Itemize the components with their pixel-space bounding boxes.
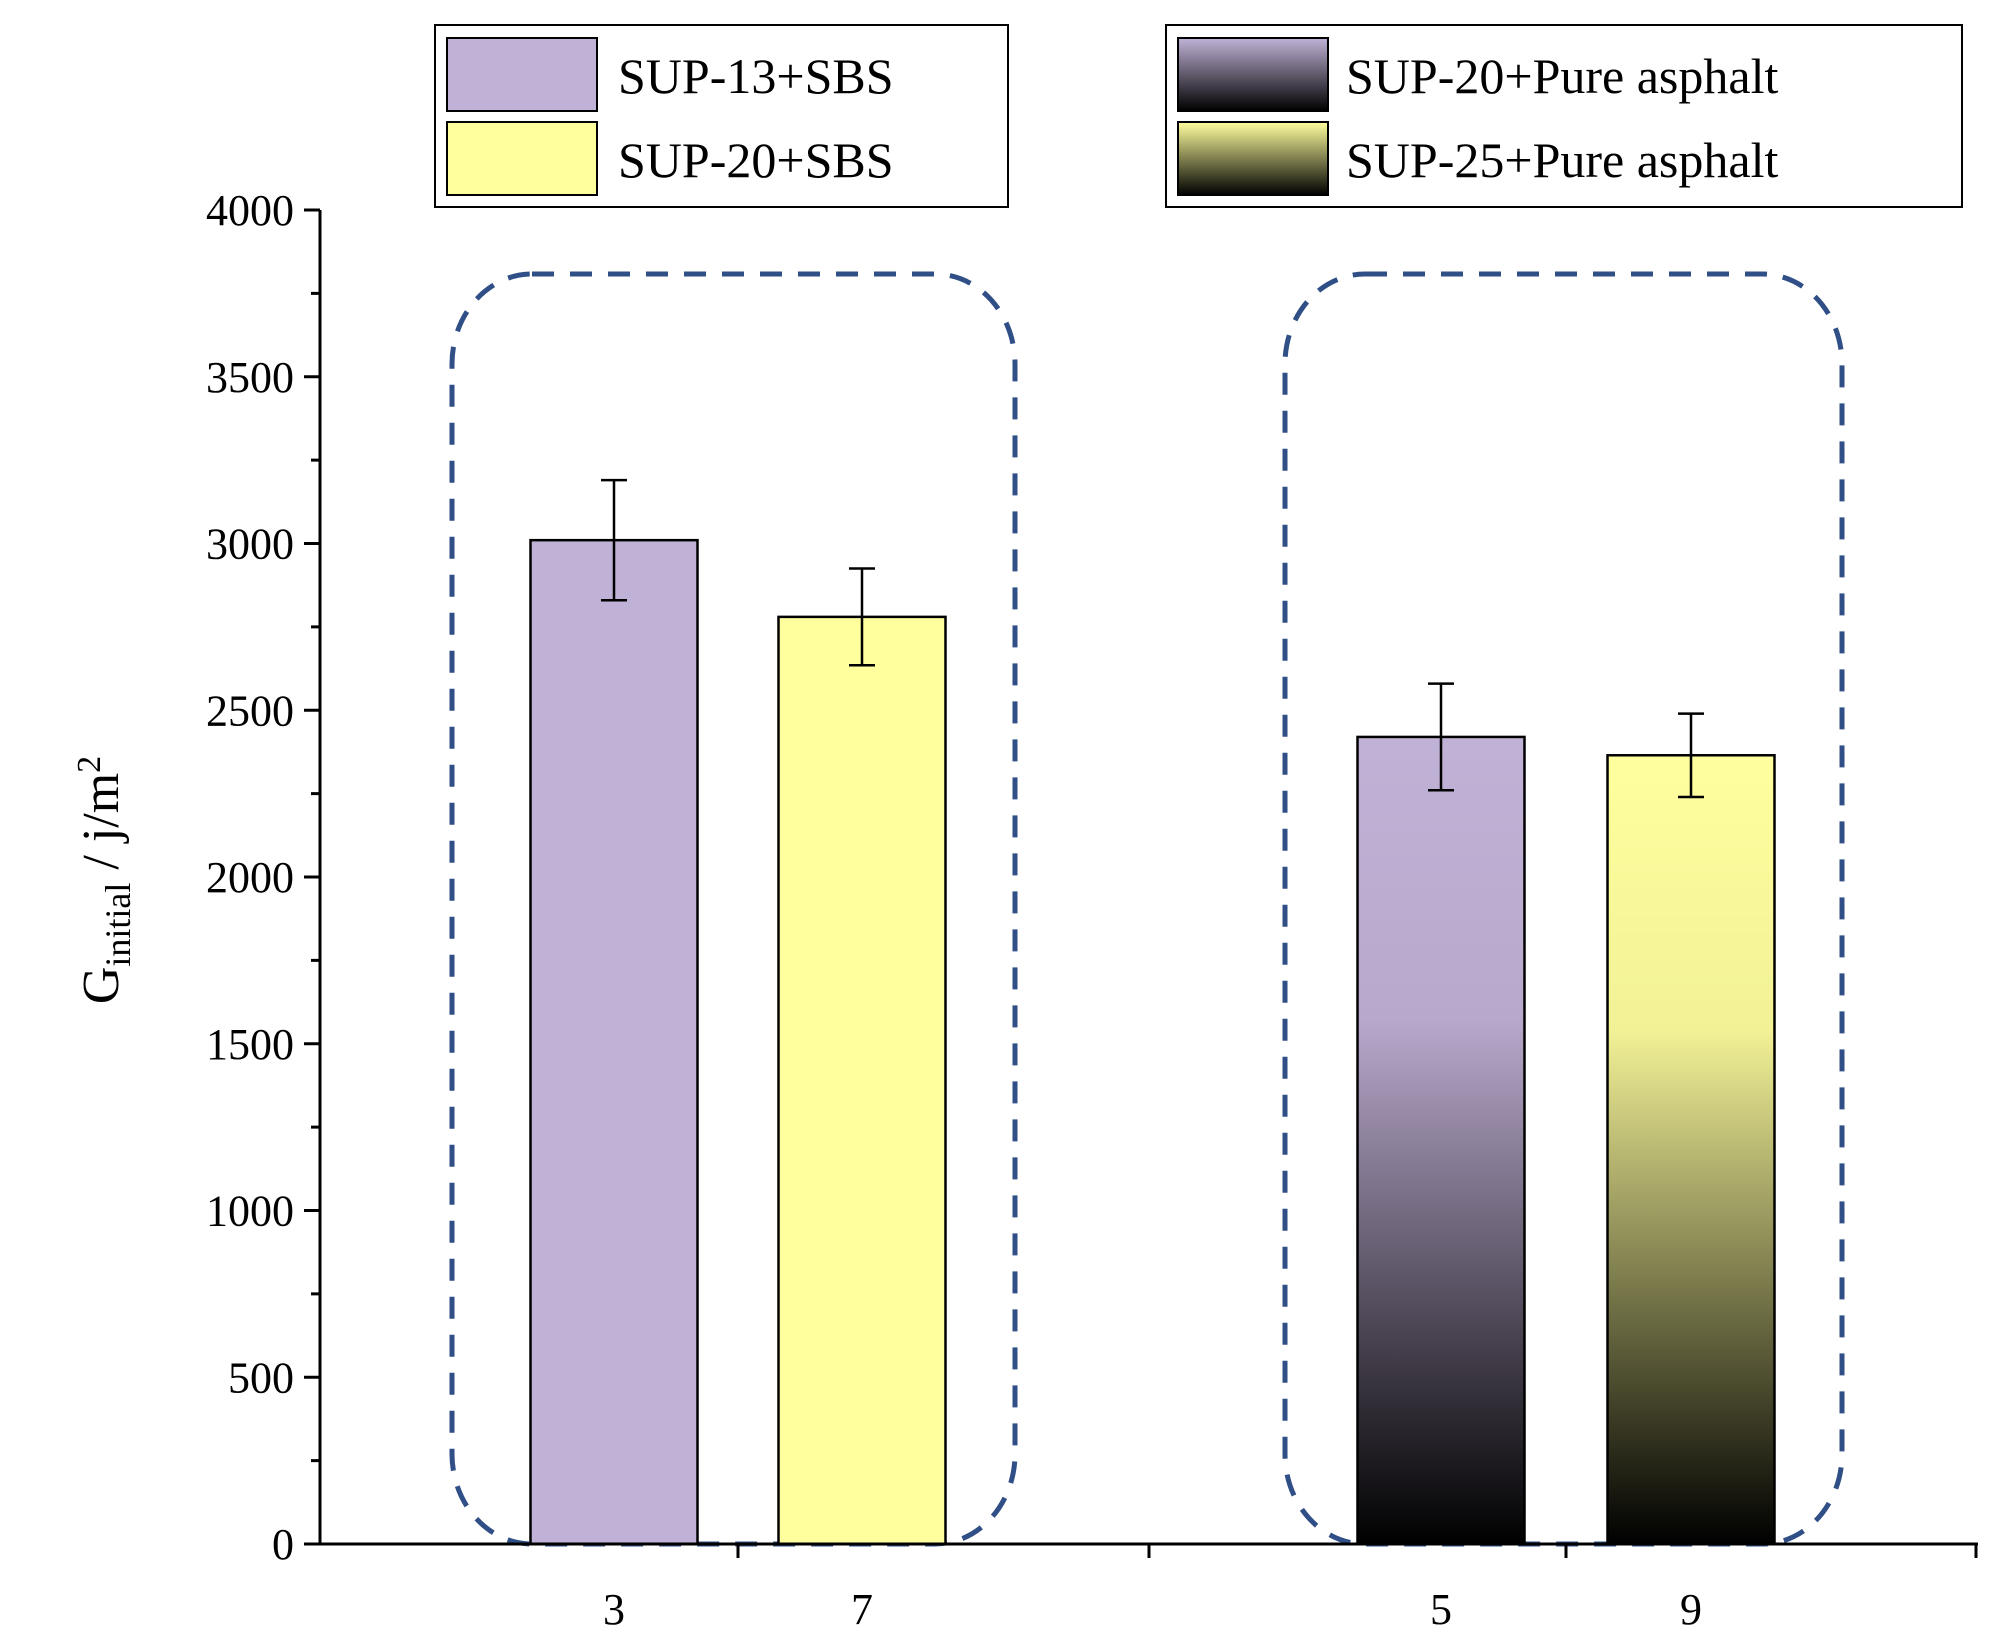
y-tick-label: 0 (272, 1520, 294, 1569)
y-tick-label: 3500 (206, 353, 294, 402)
y-axis-label-main: G (73, 967, 130, 1005)
legend-label-sup13-sbs: SUP-13+SBS (618, 48, 894, 104)
x-ticks: 3 7 5 9 (603, 1544, 1702, 1634)
bar-7 (777, 615, 947, 1546)
legend-sbs: SUP-13+SBS SUP-20+SBS (434, 24, 1009, 208)
x-tick-label-9: 9 (1680, 1585, 1702, 1634)
x-tick-label-7: 7 (851, 1585, 873, 1634)
x-tick-label-5: 5 (1430, 1585, 1452, 1634)
bar-9 (1606, 754, 1776, 1546)
legend-swatch-sup13-sbs (446, 37, 598, 112)
legend-pure-asphalt: SUP-20+Pure asphalt SUP-25+Pure asphalt (1165, 24, 1963, 208)
legend-swatch-sup20-pure (1177, 37, 1329, 112)
group-outline-1 (449, 271, 1018, 1547)
y-tick-label: 500 (228, 1353, 294, 1402)
y-tick-label: 1000 (206, 1187, 294, 1236)
y-tick-label: 2000 (206, 853, 294, 902)
y-tick-label: 1500 (206, 1020, 294, 1069)
bar-5 (1356, 735, 1526, 1546)
y-axis-label: Ginitial / j/m2 (71, 756, 138, 1004)
y-axis-label-subscript: initial (98, 883, 138, 967)
y-tick-label: 3000 (206, 520, 294, 569)
y-axis-label-superscript: 2 (71, 756, 108, 773)
x-tick-label-3: 3 (603, 1585, 625, 1634)
y-axis-label-unit: / j/m (73, 773, 130, 883)
legend-label-sup20-sbs: SUP-20+SBS (618, 132, 894, 188)
legend-swatch-sup25-pure (1177, 121, 1329, 196)
bars-layer (529, 478, 1776, 1546)
y-tick-label: 4000 (206, 186, 294, 235)
y-tick-label: 2500 (206, 686, 294, 735)
legend-swatch-sup20-sbs (446, 121, 598, 196)
bar-3 (529, 538, 699, 1546)
y-ticks: 0 500 1000 1500 2000 2500 3000 3500 4000 (206, 186, 320, 1569)
legend-label-sup20-pure: SUP-20+Pure asphalt (1346, 48, 1778, 104)
legend-label-sup25-pure: SUP-25+Pure asphalt (1346, 132, 1778, 188)
